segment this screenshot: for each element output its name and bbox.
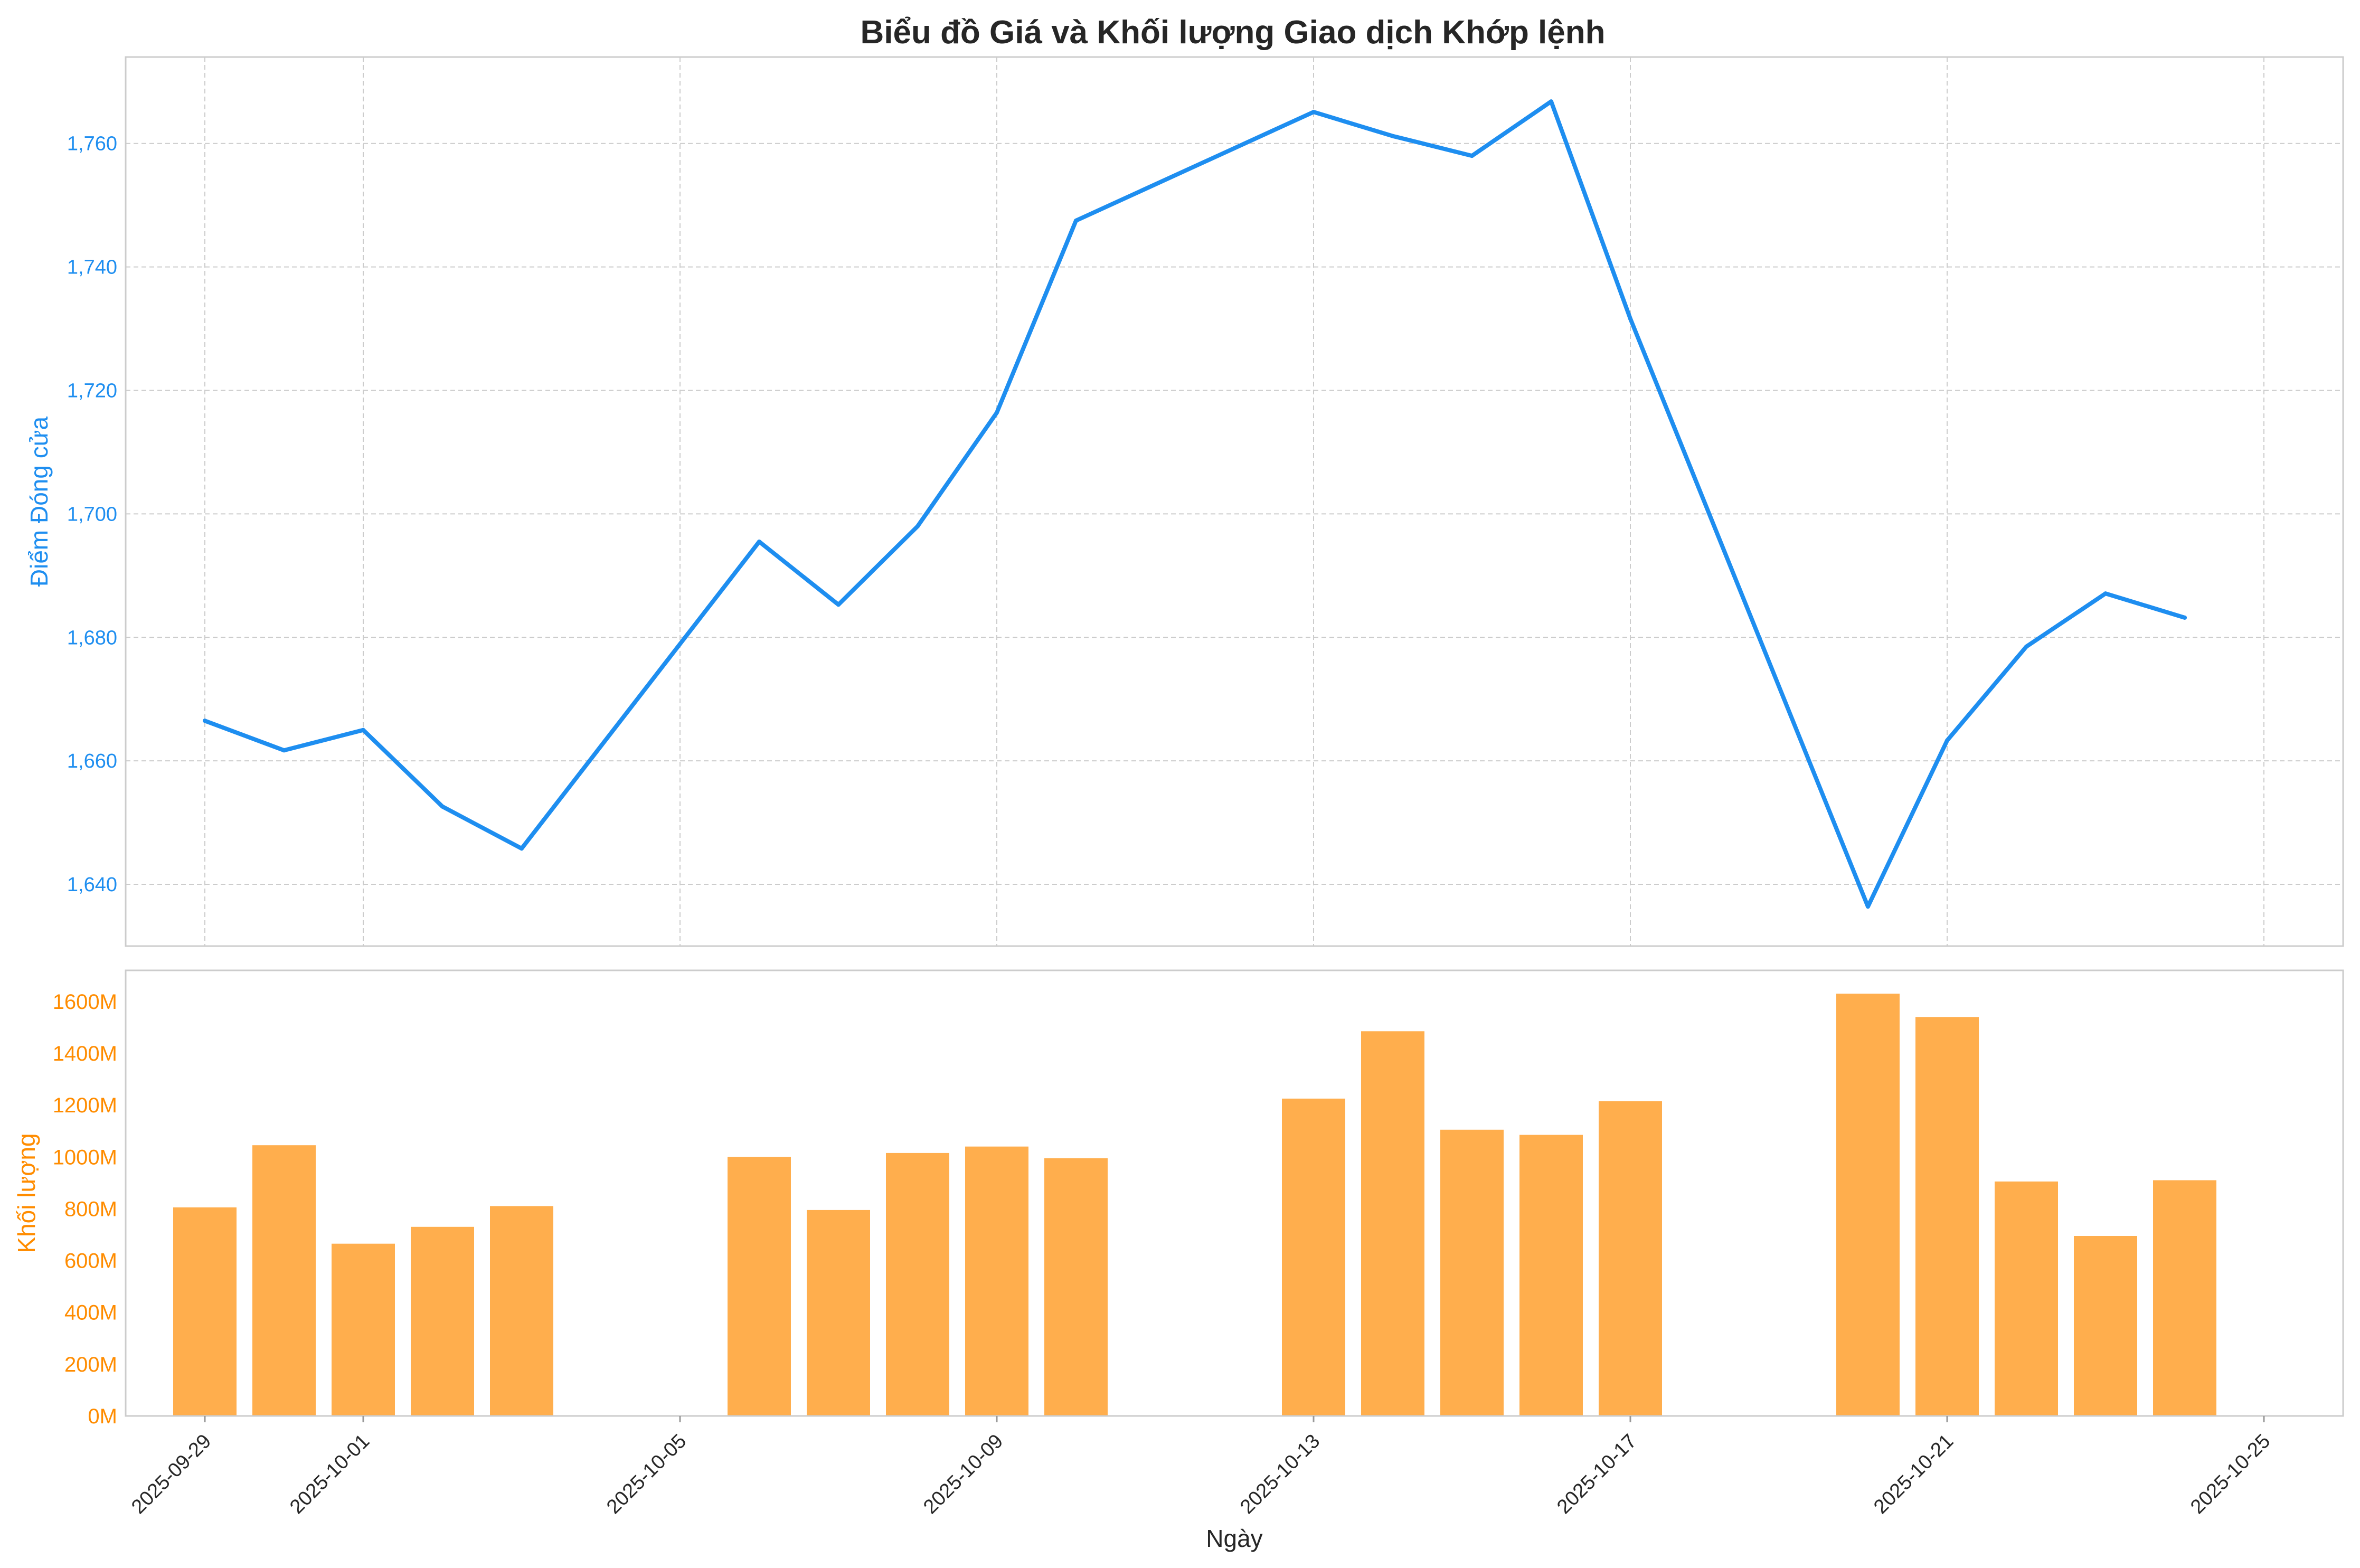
volume-bar (2074, 1236, 2137, 1416)
volume-panel-frame (125, 969, 2344, 1417)
price-gridlines (126, 57, 2343, 946)
x-tick-label: 2025-10-21 (1870, 1430, 1958, 1518)
volume-bar (1282, 1098, 1345, 1416)
price-point (1470, 154, 1474, 158)
x-tick-label: 2025-10-25 (2186, 1430, 2274, 1518)
x-tick-label: 2025-10-05 (602, 1430, 691, 1518)
x-tick-label: 2025-10-17 (1553, 1430, 1641, 1518)
price-point (1391, 134, 1395, 138)
x-tick-label: 2025-10-01 (286, 1430, 374, 1518)
price-y-tick-label: 1,700 (67, 503, 117, 525)
volume-bar (332, 1243, 395, 1416)
volume-bar (1440, 1129, 1504, 1416)
price-point (1549, 99, 1553, 104)
volume-y-tick-label: 1200M (53, 1094, 117, 1117)
price-point (2103, 591, 2108, 596)
price-y-tick-label: 1,640 (67, 874, 117, 896)
x-tick-label: 2025-10-09 (919, 1430, 1007, 1518)
volume-bar (1915, 1017, 1979, 1416)
price-point (203, 719, 207, 723)
volume-y-tick-label: 800M (64, 1197, 117, 1221)
volume-bar (490, 1206, 553, 1416)
volume-bars (173, 994, 2216, 1416)
price-point (1074, 218, 1078, 223)
volume-y-tick-label: 1600M (53, 990, 117, 1014)
chart-title: Biểu đồ Giá và Khối lượng Giao dịch Khớp… (860, 14, 1605, 51)
volume-y-tick-label: 600M (64, 1250, 117, 1273)
price-point (2024, 644, 2028, 649)
volume-bar (411, 1226, 474, 1416)
price-y-tick-label: 1,660 (67, 750, 117, 772)
volume-y-tick-label: 0M (88, 1405, 117, 1428)
x-axis-label: Ngày (1206, 1525, 1262, 1552)
price-point (2183, 615, 2187, 620)
volume-bar (173, 1207, 237, 1416)
x-axis: 2025-09-29 2025-10-01 2025-10-05 2025-10-09… (127, 1416, 2274, 1518)
price-panel: 1,640 1,660 1,680 1,700 1,720 1,740 1,760 Điểm… (25, 56, 2344, 947)
price-point (1628, 316, 1632, 321)
price-point (757, 540, 761, 544)
price-y-tick-label: 1,740 (67, 257, 117, 279)
volume-bar (807, 1210, 870, 1416)
volume-y-axis-label: Khối lượng (13, 1133, 40, 1253)
x-tick-label: 2025-09-29 (127, 1430, 215, 1518)
price-point (995, 410, 999, 415)
volume-bar (965, 1146, 1028, 1416)
volume-bar (1836, 994, 1900, 1416)
volume-bar (1995, 1181, 2058, 1416)
x-tick-label: 2025-10-13 (1236, 1430, 1324, 1518)
volume-panel: 0M 200M 400M 600M 800M 1000M 1200M 1400M 1600M K… (13, 969, 2344, 1428)
price-y-axis-label: Điểm Đóng cửa (25, 416, 53, 587)
price-y-tick-label: 1,720 (67, 380, 117, 402)
price-point (1945, 738, 1949, 743)
volume-y-axis: 0M 200M 400M 600M 800M 1000M 1200M 1400M 1600M (53, 990, 117, 1428)
price-point (1311, 110, 1316, 115)
price-y-axis: 1,640 1,660 1,680 1,700 1,720 1,740 1,760 (67, 133, 117, 896)
volume-bar (886, 1153, 949, 1416)
price-panel-frame (125, 56, 2344, 947)
volume-y-tick-label: 1000M (53, 1146, 117, 1169)
price-point (361, 728, 365, 732)
volume-y-tick-label: 400M (64, 1301, 117, 1325)
price-point (440, 804, 445, 809)
volume-bar (1044, 1158, 1108, 1416)
price-point (1866, 904, 1870, 909)
price-point (836, 602, 841, 607)
volume-bar (2153, 1180, 2216, 1416)
price-point (520, 846, 524, 851)
volume-bar (1519, 1135, 1583, 1416)
price-y-tick-label: 1,760 (67, 133, 117, 155)
price-point (915, 524, 920, 528)
price-point (282, 748, 286, 753)
price-line (203, 99, 2187, 909)
volume-bar (1361, 1031, 1424, 1416)
price-y-tick-label: 1,680 (67, 627, 117, 649)
volume-y-tick-label: 1400M (53, 1042, 117, 1065)
volume-bar (1599, 1101, 1662, 1416)
volume-bar (728, 1157, 791, 1416)
volume-y-tick-label: 200M (64, 1353, 117, 1376)
volume-bar (252, 1145, 316, 1416)
price-points (203, 99, 2187, 909)
